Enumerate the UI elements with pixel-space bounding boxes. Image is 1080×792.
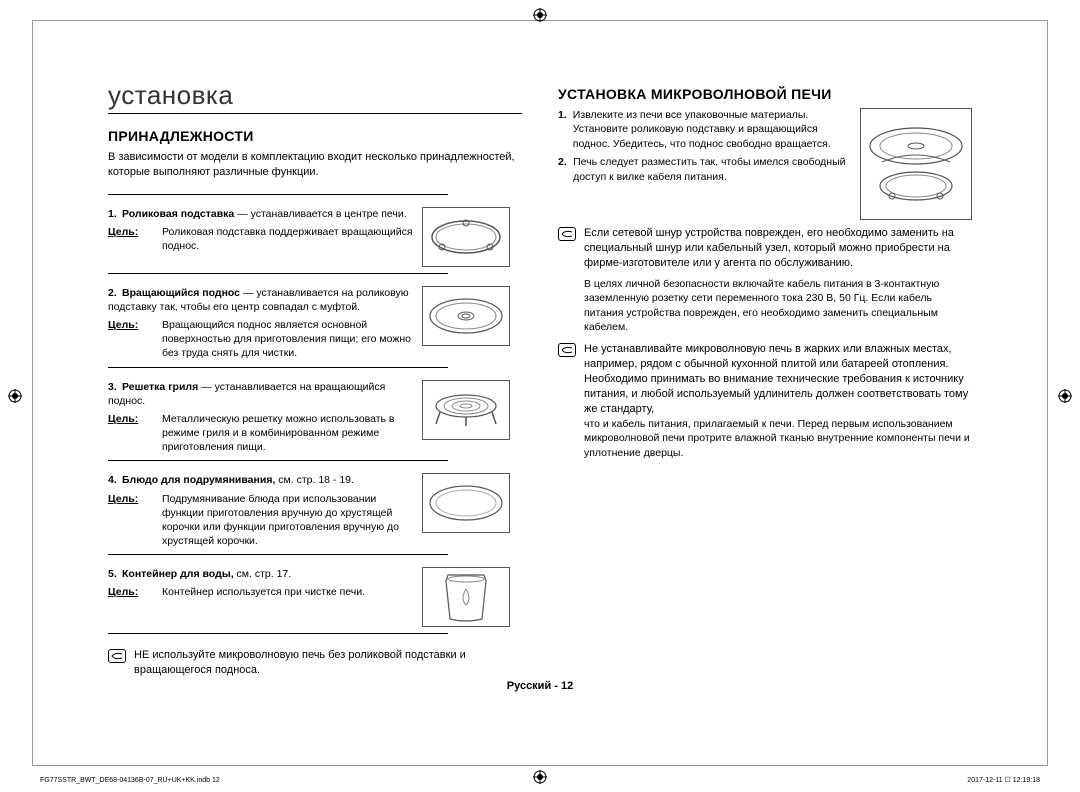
install-note-1: Если сетевой шнур устройства поврежден, …: [558, 226, 972, 334]
item-name: Блюдо для подрумянивания,: [122, 474, 275, 486]
purpose-label: Цель:: [108, 412, 162, 455]
warning-icon: [108, 649, 126, 663]
page-footer-right: 2017-12-11 ☐ 12:19:18: [967, 776, 1040, 784]
turntable-figure: [422, 286, 510, 346]
crusty-plate-figure: [422, 473, 510, 533]
warning-note: НЕ используйте микроволновую печь без ро…: [108, 648, 522, 678]
accessory-item: 3.Решетка гриля — устанавливается на вра…: [108, 380, 522, 455]
left-column: установка ПРИНАДЛЕЖНОСТИ В зависимости о…: [108, 80, 522, 720]
note-lead: Если сетевой шнур устройства поврежден, …: [584, 227, 954, 269]
page-footer-left: FG77SSTR_BWT_DE68-04136B-07_RU+UK+KK.ind…: [40, 777, 220, 784]
step-num: 1.: [558, 108, 567, 151]
registration-mark-top: [533, 8, 547, 22]
page-title: установка: [108, 80, 522, 114]
roller-ring-figure: [422, 207, 510, 267]
page-footer-center: Русский - 12: [0, 680, 1080, 692]
divider: [108, 460, 448, 461]
purpose-text: Вращающийся поднос является основной пов…: [162, 318, 414, 361]
divider: [108, 633, 448, 634]
item-num: 5.: [108, 567, 122, 581]
item-name: Роликовая подставка: [122, 208, 234, 220]
item-tail: см. стр. 18 - 19.: [275, 474, 354, 486]
item-num: 1.: [108, 207, 122, 221]
purpose-text: Металлическую решетку можно использовать…: [162, 412, 414, 455]
item-name: Контейнер для воды,: [122, 568, 234, 580]
accessories-heading: ПРИНАДЛЕЖНОСТИ: [108, 128, 522, 144]
grill-rack-figure: [422, 380, 510, 440]
note-para: В целях личной безопасности включайте ка…: [584, 277, 972, 335]
purpose-text: Контейнер используется при чистке печи.: [162, 585, 414, 599]
purpose-label: Цель:: [108, 585, 162, 599]
accessory-item: 1.Роликовая подставка — устанавливается …: [108, 207, 522, 267]
accessory-item: 5.Контейнер для воды, см. стр. 17. Цель:…: [108, 567, 522, 627]
item-tail: — устанавливается в центре печи.: [234, 208, 406, 220]
accessories-intro: В зависимости от модели в комплектацию в…: [108, 150, 522, 180]
install-figure: [860, 108, 972, 220]
purpose-label: Цель:: [108, 225, 162, 253]
purpose-label: Цель:: [108, 318, 162, 361]
item-num: 4.: [108, 473, 122, 487]
divider: [108, 367, 448, 368]
registration-mark-right: [1058, 389, 1072, 403]
step-text: Печь следует разместить так, чтобы имелс…: [573, 155, 852, 184]
item-name: Вращающийся поднос: [122, 287, 240, 299]
divider: [108, 194, 448, 195]
install-steps: 1. Извлеките из печи все упаковочные мат…: [558, 108, 972, 220]
step-num: 2.: [558, 155, 567, 184]
warning-text: НЕ используйте микроволновую печь без ро…: [134, 648, 522, 678]
install-note-2: Не устанавливайте микроволновую печь в ж…: [558, 342, 972, 460]
item-name: Решетка гриля: [122, 381, 198, 393]
note-para: что и кабель питания, прилагаемый к печи…: [584, 417, 972, 460]
note-icon: [558, 227, 576, 241]
divider: [108, 273, 448, 274]
right-column: УСТАНОВКА МИКРОВОЛНОВОЙ ПЕЧИ 1. Извлекит…: [558, 80, 972, 720]
step-text: Извлеките из печи все упаковочные матери…: [573, 108, 852, 151]
registration-mark-left: [8, 389, 22, 403]
accessory-item: 2.Вращающийся поднос — устанавливается н…: [108, 286, 522, 361]
note-lead: Не устанавливайте микроволновую печь в ж…: [584, 343, 968, 414]
purpose-label: Цель:: [108, 492, 162, 549]
purpose-text: Подрумянивание блюда при использовании ф…: [162, 492, 414, 549]
install-heading: УСТАНОВКА МИКРОВОЛНОВОЙ ПЕЧИ: [558, 86, 972, 102]
purpose-text: Роликовая подставка поддерживает вращающ…: [162, 225, 414, 253]
content-area: установка ПРИНАДЛЕЖНОСТИ В зависимости о…: [108, 80, 972, 720]
item-num: 2.: [108, 286, 122, 300]
note-icon: [558, 343, 576, 357]
accessory-item: 4.Блюдо для подрумянивания, см. стр. 18 …: [108, 473, 522, 548]
water-container-figure: [422, 567, 510, 627]
divider: [108, 554, 448, 555]
item-num: 3.: [108, 380, 122, 394]
registration-mark-bottom: [533, 770, 547, 784]
item-tail: см. стр. 17.: [234, 568, 292, 580]
